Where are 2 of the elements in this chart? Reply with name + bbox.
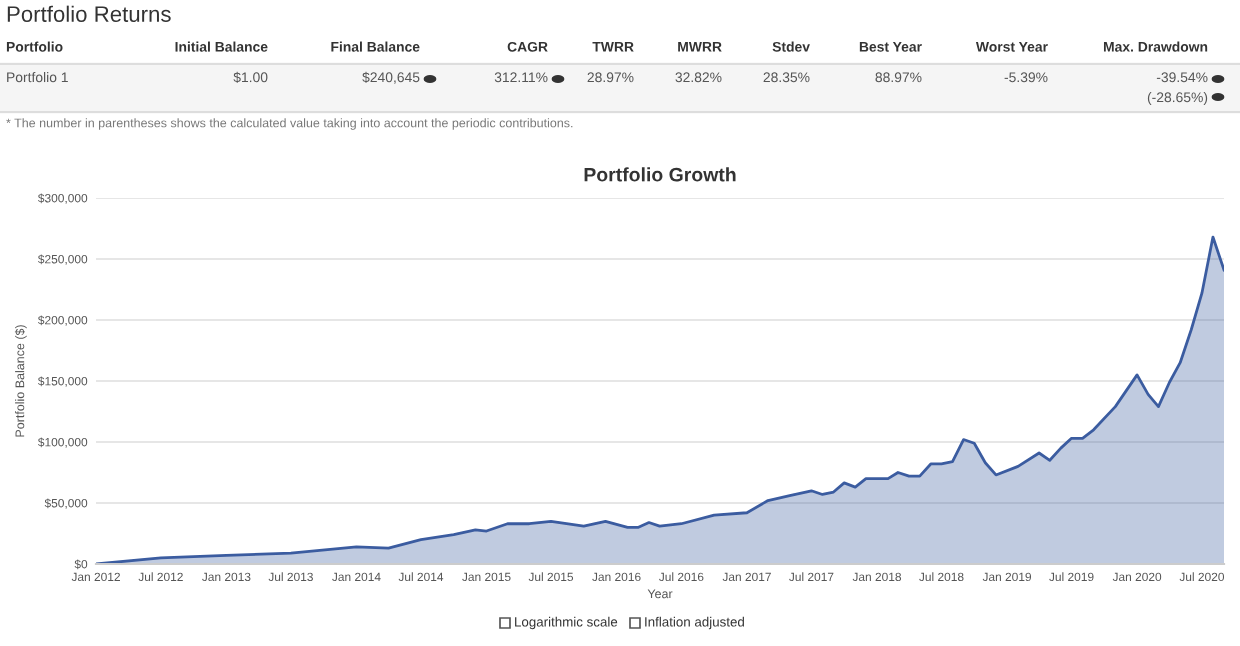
chart-title: Portfolio Growth <box>584 167 736 182</box>
text: Portfolio Returns <box>7 5 171 22</box>
